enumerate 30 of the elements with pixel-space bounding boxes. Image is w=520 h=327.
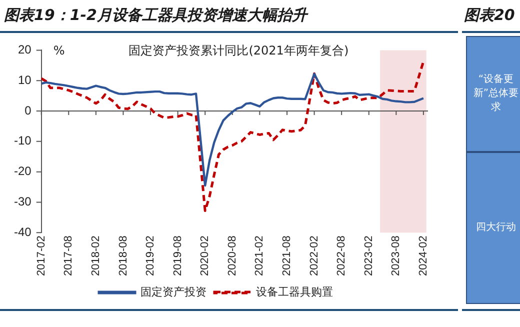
y-tick-label: -30 bbox=[14, 194, 32, 209]
y-tick-label: 0 bbox=[24, 103, 32, 118]
legend-label: 固定资产投资 bbox=[140, 286, 206, 299]
chart-title: 图表19：1-2月设备工器具投资增速大幅抬升 bbox=[4, 6, 307, 25]
x-tick-label: 2022-08 bbox=[336, 236, 348, 276]
x-tick-label: 2023-08 bbox=[390, 236, 402, 276]
annotation: 固定资产投资累计同比(2021年两年复合) bbox=[128, 43, 349, 58]
y-tick-label: 10 bbox=[18, 72, 32, 87]
x-tick-label: 2017-02 bbox=[35, 236, 48, 276]
x-tick-label: 2024-02 bbox=[417, 236, 430, 276]
y-axis-title: % bbox=[53, 43, 65, 58]
x-tick-label: 2017-08 bbox=[62, 236, 75, 276]
x-tick-label: 2018-02 bbox=[90, 236, 102, 276]
text: 四大行动 bbox=[466, 152, 520, 304]
y-tick-label: 20 bbox=[18, 42, 32, 57]
y-tick-label: -40 bbox=[14, 224, 32, 239]
x-tick-label: 2019-08 bbox=[172, 236, 184, 276]
x-tick-label: 2018-08 bbox=[117, 236, 130, 276]
y-tick-label: -10 bbox=[14, 134, 32, 148]
x-tick-label: 2021-02 bbox=[254, 236, 266, 276]
text: “设备更新”总体要求 bbox=[466, 36, 520, 152]
x-tick-label: 2021-08 bbox=[281, 236, 294, 276]
legend-label: 设备工器具购置 bbox=[256, 286, 333, 299]
x-tick-label: 2019-02 bbox=[144, 236, 157, 276]
y-tick-label: -20 bbox=[14, 164, 32, 178]
text: 图表20 bbox=[464, 6, 515, 25]
x-tick-label: 2023-02 bbox=[362, 236, 375, 276]
x-tick-label: 2020-08 bbox=[226, 236, 238, 276]
x-tick-label: 2020-02 bbox=[199, 236, 212, 276]
x-tick-label: 2022-02 bbox=[308, 236, 320, 276]
